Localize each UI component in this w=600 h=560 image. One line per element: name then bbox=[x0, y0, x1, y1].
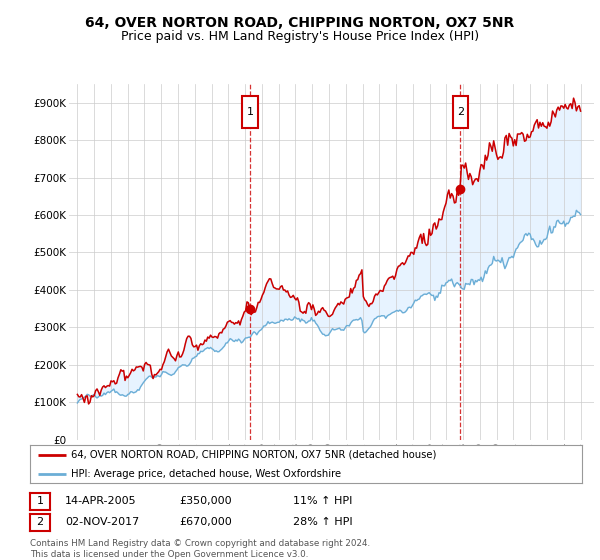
Text: 11% ↑ HPI: 11% ↑ HPI bbox=[293, 496, 352, 506]
Text: 64, OVER NORTON ROAD, CHIPPING NORTON, OX7 5NR (detached house): 64, OVER NORTON ROAD, CHIPPING NORTON, O… bbox=[71, 450, 437, 460]
Text: 02-NOV-2017: 02-NOV-2017 bbox=[65, 517, 139, 528]
Text: 1: 1 bbox=[247, 107, 253, 117]
Text: Price paid vs. HM Land Registry's House Price Index (HPI): Price paid vs. HM Land Registry's House … bbox=[121, 30, 479, 43]
Text: 64, OVER NORTON ROAD, CHIPPING NORTON, OX7 5NR: 64, OVER NORTON ROAD, CHIPPING NORTON, O… bbox=[85, 16, 515, 30]
FancyBboxPatch shape bbox=[453, 96, 468, 128]
Text: 1: 1 bbox=[37, 496, 43, 506]
Text: 14-APR-2005: 14-APR-2005 bbox=[65, 496, 136, 506]
Text: £670,000: £670,000 bbox=[179, 517, 232, 528]
Text: HPI: Average price, detached house, West Oxfordshire: HPI: Average price, detached house, West… bbox=[71, 469, 341, 479]
Text: 2: 2 bbox=[37, 517, 43, 528]
Text: 2: 2 bbox=[457, 107, 464, 117]
Text: Contains HM Land Registry data © Crown copyright and database right 2024.
This d: Contains HM Land Registry data © Crown c… bbox=[30, 539, 370, 559]
Text: 28% ↑ HPI: 28% ↑ HPI bbox=[293, 517, 352, 528]
FancyBboxPatch shape bbox=[242, 96, 257, 128]
Text: £350,000: £350,000 bbox=[179, 496, 232, 506]
